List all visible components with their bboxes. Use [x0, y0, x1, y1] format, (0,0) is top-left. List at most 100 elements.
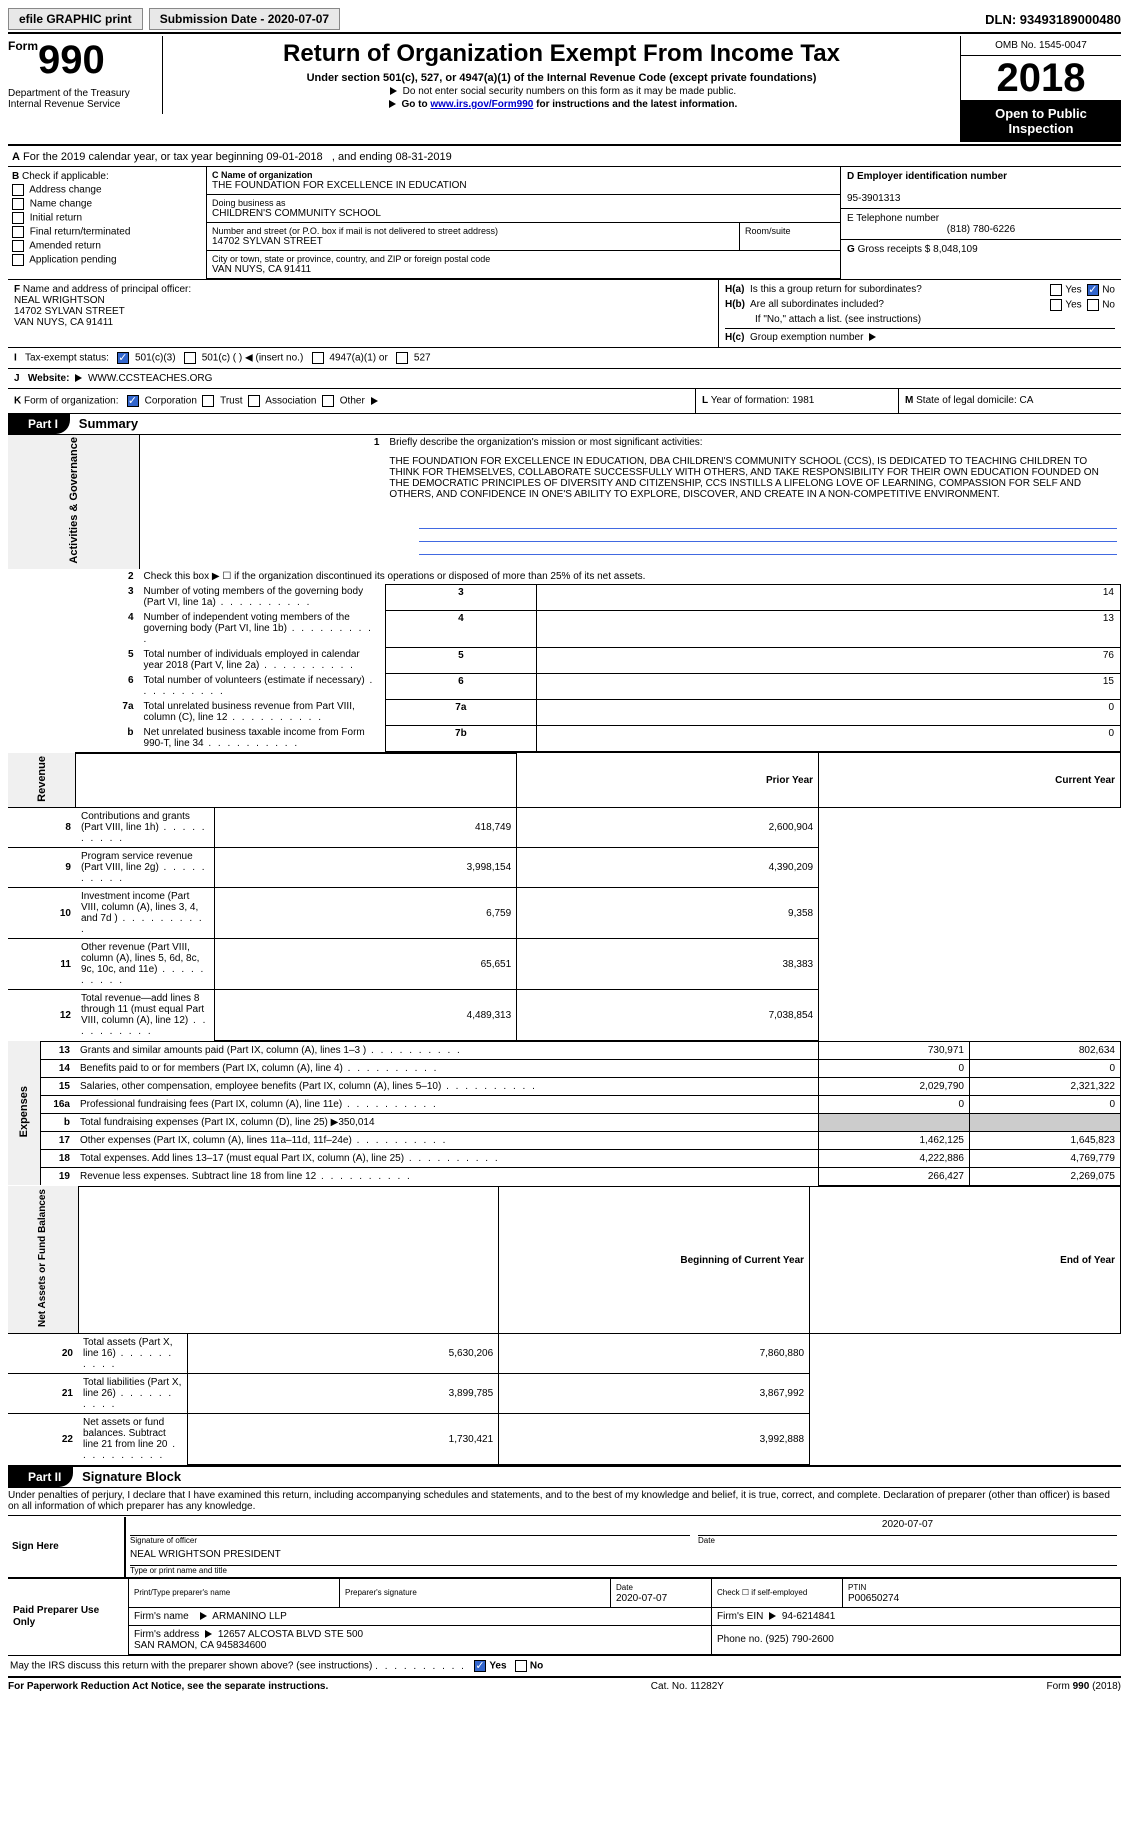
mission-label: Briefly describe the organization's miss… — [385, 435, 1120, 454]
b-item: Amended return — [12, 240, 202, 252]
checkbox[interactable] — [396, 352, 408, 364]
checkbox[interactable] — [202, 395, 214, 407]
i-text: Tax-exempt status: — [25, 353, 109, 364]
checkbox[interactable] — [1050, 284, 1062, 296]
efile-graphic-btn[interactable]: efile GRAPHIC print — [8, 8, 143, 30]
checkbox[interactable] — [12, 240, 24, 252]
checkbox[interactable] — [12, 184, 24, 196]
phone-val: (818) 780-6226 — [847, 224, 1115, 235]
opt-501c3: 501(c)(3) — [135, 353, 176, 364]
opt-4947: 4947(a)(1) or — [329, 353, 387, 364]
b-item: Address change — [12, 184, 202, 196]
arrow-icon — [389, 100, 396, 108]
checkbox-no[interactable] — [515, 1660, 527, 1672]
gov-row: 3Number of voting members of the governi… — [8, 584, 1121, 610]
checkbox[interactable] — [1050, 299, 1062, 311]
part2-title: Signature Block — [82, 1469, 181, 1484]
sidebar-rev: Revenue — [36, 756, 48, 802]
checkbox[interactable] — [312, 352, 324, 364]
checkbox-checked[interactable] — [1087, 284, 1099, 296]
hc-text: Group exemption number — [750, 332, 863, 343]
cal-year-text: For the 2019 calendar year, or tax year … — [23, 151, 323, 163]
net-assets-table: Net Assets or Fund Balances Beginning of… — [8, 1186, 1121, 1465]
exp-row: 16aProfessional fundraising fees (Part I… — [8, 1095, 1121, 1113]
firm-addr-label: Firm's address — [134, 1629, 199, 1640]
ha-label: H(a) — [725, 284, 744, 295]
checkbox[interactable] — [12, 212, 24, 224]
part1-title: Summary — [79, 416, 138, 431]
gov-row: 7aTotal unrelated business revenue from … — [8, 699, 1121, 725]
yes-label: Yes — [489, 1661, 506, 1672]
net-row: 21Total liabilities (Part X, line 26)3,8… — [8, 1374, 1121, 1414]
exp-row: 15Salaries, other compensation, employee… — [8, 1077, 1121, 1095]
fgh-row: F Name and address of principal officer:… — [8, 279, 1121, 347]
footer-form-pre: Form — [1047, 1681, 1073, 1692]
checkbox[interactable] — [12, 198, 24, 210]
checkbox-corp[interactable] — [127, 395, 139, 407]
form-title: Return of Organization Exempt From Incom… — [167, 40, 956, 68]
arrow-icon — [869, 333, 876, 341]
m-label: M — [905, 395, 913, 406]
checkbox[interactable] — [184, 352, 196, 364]
form-header: Form990 Department of the Treasury Inter… — [8, 36, 1121, 142]
street: 14702 SYLVAN STREET — [212, 236, 734, 247]
ein-val: 95-3901313 — [847, 193, 900, 204]
website-val: WWW.CCSTEACHES.ORG — [88, 373, 212, 384]
current-year-hdr: Current Year — [819, 753, 1121, 808]
opt-corp: Corporation — [145, 396, 197, 407]
ptin-label: PTIN — [848, 1583, 866, 1592]
room-box: Room/suite — [740, 223, 840, 251]
opt-501c: 501(c) ( ) — [202, 353, 243, 364]
calendar-year-row: A For the 2019 calendar year, or tax yea… — [8, 148, 1121, 166]
b-item: Name change — [12, 198, 202, 210]
discuss-text: May the IRS discuss this return with the… — [10, 1661, 372, 1672]
no-label: No — [1102, 300, 1115, 311]
penalty-text: Under penalties of perjury, I declare th… — [8, 1488, 1121, 1514]
prep-date-val: 2020-07-07 — [616, 1593, 667, 1604]
blue-line — [419, 516, 1116, 529]
revenue-table: Revenue Prior Year Current Year 8Contrib… — [8, 752, 1121, 1041]
sig-date-label: Date — [698, 1536, 1117, 1545]
checkbox[interactable] — [1087, 299, 1099, 311]
checkbox[interactable] — [322, 395, 334, 407]
form-number: 990 — [38, 38, 105, 82]
receipts-box: G Gross receipts $ 8,048,109 — [841, 240, 1121, 259]
officer-name-label: Type or print name and title — [130, 1566, 1117, 1575]
i-label: I — [14, 353, 17, 364]
irs-link[interactable]: www.irs.gov/Form990 — [430, 99, 533, 110]
public-inspection-badge: Open to Public Inspection — [961, 100, 1121, 142]
phone-label: E Telephone number — [847, 213, 939, 224]
b-item: Initial return — [12, 212, 202, 224]
checkbox-yes[interactable] — [474, 1660, 486, 1672]
hb-note: If "No," attach a list. (see instruction… — [725, 314, 1115, 325]
part2-label: Part II — [8, 1467, 73, 1487]
checkbox[interactable] — [248, 395, 260, 407]
prep-phone: (925) 790-2600 — [765, 1634, 833, 1645]
submission-date-btn[interactable]: Submission Date - 2020-07-07 — [149, 8, 340, 30]
prep-print-label: Print/Type preparer's name — [134, 1588, 334, 1597]
k-label: K — [14, 396, 21, 407]
checkbox[interactable] — [12, 254, 24, 266]
b-item: Final return/terminated — [12, 226, 202, 238]
opt-assoc: Association — [265, 396, 316, 407]
part1-label: Part I — [8, 414, 70, 434]
arrow-icon — [205, 1630, 212, 1638]
footer: For Paperwork Reduction Act Notice, see … — [8, 1676, 1121, 1695]
footer-left: For Paperwork Reduction Act Notice, see … — [8, 1681, 328, 1692]
f-text: Name and address of principal officer: — [23, 284, 191, 295]
blue-line — [419, 542, 1116, 555]
b-label: B — [12, 171, 19, 182]
gov-row: 4Number of independent voting members of… — [8, 610, 1121, 647]
section-k: K Form of organization: Corporation Trus… — [8, 388, 1121, 414]
rev-row: 10Investment income (Part VIII, column (… — [8, 888, 1121, 939]
street-label: Number and street (or P.O. box if mail i… — [212, 226, 734, 236]
firm-ein: 94-6214841 — [782, 1611, 835, 1622]
dln-label: DLN: 93493189000480 — [985, 12, 1121, 27]
checkbox[interactable] — [12, 226, 24, 238]
tax-year: 2018 — [961, 56, 1121, 100]
checkbox-501c3[interactable] — [117, 352, 129, 364]
gov-row: 2Check this box ▶ ☐ if the organization … — [8, 569, 1121, 585]
footer-catno: Cat. No. 11282Y — [651, 1681, 724, 1692]
note1: Do not enter social security numbers on … — [403, 86, 736, 97]
a-label: A — [12, 151, 20, 163]
